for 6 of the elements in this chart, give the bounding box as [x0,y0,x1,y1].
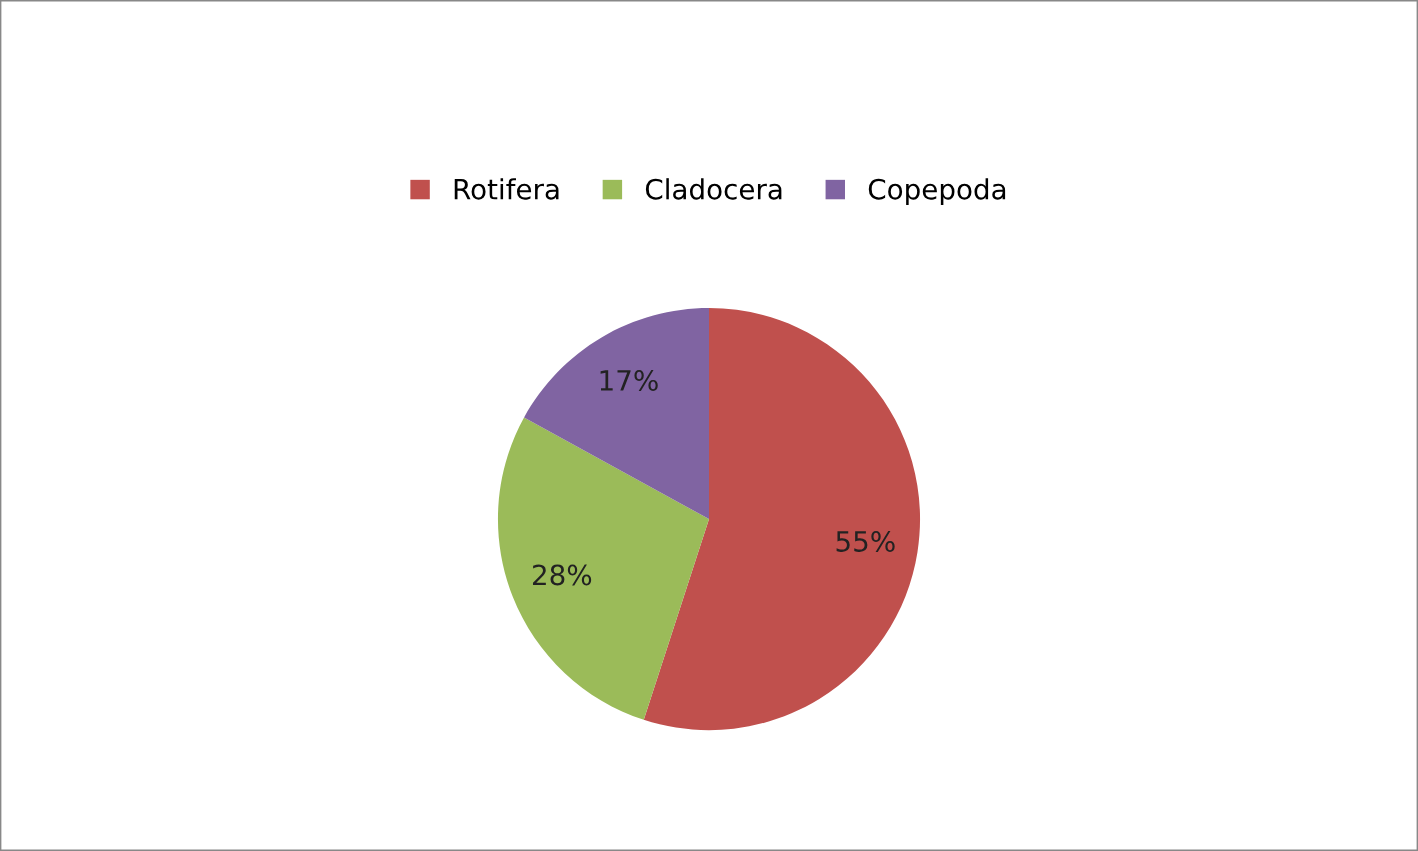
legend-label: Copepoda [868,178,1006,206]
data-label: 17% [600,369,658,391]
data-label: 55% [836,530,895,552]
data-label: 28% [532,564,592,586]
legend-label: Rotifera [454,178,559,200]
legend-label: Cladocera [645,178,782,200]
